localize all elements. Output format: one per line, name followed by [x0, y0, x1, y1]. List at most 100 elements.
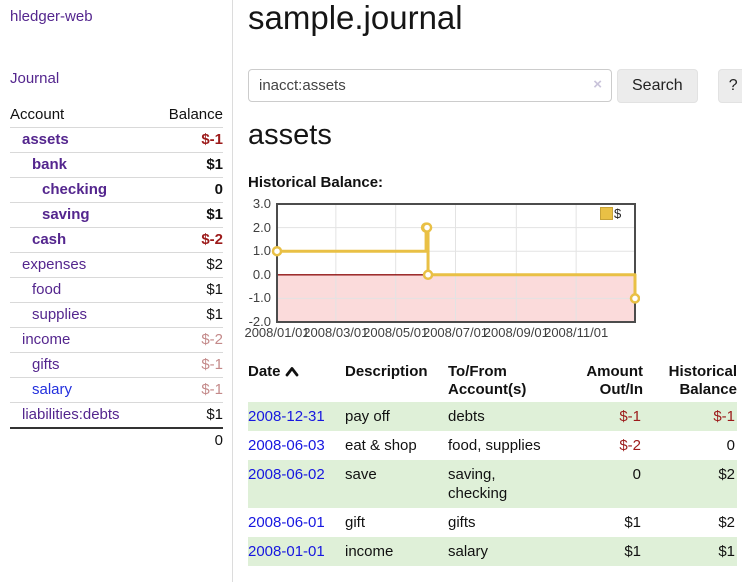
amount-cell: $1 — [624, 514, 641, 531]
chart-legend: $ — [600, 206, 622, 221]
accounts-header-line2: Account(s) — [448, 381, 527, 398]
register-header-description: Description — [345, 363, 428, 380]
transaction-date-link[interactable]: 2008-06-02 — [248, 466, 325, 483]
account-row: cash $-2 — [10, 227, 223, 253]
x-tick-label: 2008/05/01 — [363, 325, 429, 340]
account-row: food $1 — [10, 277, 223, 303]
transaction-date-link[interactable]: 2008-06-01 — [248, 514, 325, 531]
data-point-marker — [271, 245, 283, 257]
amount-cell: $-2 — [619, 437, 641, 454]
x-tick-label: 2008/01/01 — [244, 325, 310, 340]
account-link[interactable]: supplies — [32, 306, 88, 323]
accounts-cell: food, supplies — [448, 437, 541, 454]
account-link[interactable]: expenses — [22, 256, 87, 273]
account-balance: $-1 — [201, 356, 223, 373]
x-tick-label: 2008/03/01 — [303, 325, 369, 340]
account-name-cell: bank — [10, 153, 152, 178]
account-link[interactable]: food — [32, 281, 62, 298]
accounts-cell: salary — [448, 543, 489, 560]
transaction-date-link[interactable]: 2008-01-01 — [248, 543, 325, 560]
accounts-table-header: Account Balance — [10, 103, 223, 128]
account-name-cell: food — [10, 278, 152, 303]
x-tick-label: 2008/07/01 — [422, 325, 489, 340]
description-cell: save — [345, 466, 377, 483]
account-balance: $2 — [206, 256, 223, 273]
accounts-cell: gifts — [448, 514, 476, 531]
register-header-amount: Amount Out/In — [560, 363, 643, 402]
x-tick-label: 2008/11/01 — [544, 325, 609, 340]
account-balance: $1 — [206, 306, 223, 323]
transaction-date-link[interactable]: 2008-06-03 — [248, 437, 325, 454]
account-link[interactable]: saving — [42, 206, 90, 223]
register-header-row: Date Description To/From Account(s) Amou… — [248, 363, 737, 402]
register-table: Date Description To/From Account(s) Amou… — [248, 363, 737, 566]
description-cell: gift — [345, 514, 366, 531]
y-tick-label: 2.0 — [252, 219, 271, 235]
account-balance: $1 — [206, 281, 223, 298]
sidebar-item-journal[interactable]: Journal — [10, 70, 60, 87]
account-balance: $1 — [206, 156, 223, 173]
account-row: checking 0 — [10, 177, 223, 203]
amount-cell: $-1 — [619, 408, 641, 425]
app-brand-link[interactable]: hledger-web — [10, 8, 93, 25]
account-balance: $1 — [206, 206, 223, 223]
date-cell: 2008-12-31 — [248, 402, 345, 431]
account-name-cell: gifts — [10, 353, 152, 378]
register-header-balance: Historical Balance — [643, 363, 737, 402]
account-link[interactable]: checking — [42, 181, 108, 198]
table-row: 2008-06-02 save saving, checking 0 $2 — [248, 460, 737, 508]
account-row: assets $-1 — [10, 127, 223, 153]
accounts-table: Account Balance assets $-1 bank $1 checking 0… — [10, 103, 223, 453]
accounts-total-row: 0 — [10, 428, 223, 453]
account-balance: $-2 — [201, 231, 223, 248]
legend-label: $ — [614, 206, 622, 221]
transaction-date-link[interactable]: 2008-12-31 — [248, 408, 325, 425]
historical-balance-chart: 3.0 2.0 1.0 0.0 -1.0 -2.0 2008/01/01 2008/03/0… — [244, 196, 640, 344]
chart-title: Historical Balance: — [248, 174, 384, 191]
balance-cell: $1 — [718, 543, 735, 560]
chart-markers — [271, 222, 640, 304]
account-link[interactable]: income — [22, 331, 71, 348]
account-link[interactable]: liabilities:debts — [22, 406, 120, 423]
y-tick-label: -2.0 — [248, 314, 271, 329]
amount-header-line1: Amount — [586, 363, 643, 380]
account-name-cell: cash — [10, 228, 152, 253]
main-panel: sample.journal × Search ? assets Histori… — [244, 0, 742, 582]
register-header-date[interactable]: Date — [248, 363, 345, 402]
account-link[interactable]: cash — [32, 231, 67, 248]
table-row: 2008-12-31 pay off debts $-1 $-1 — [248, 402, 737, 431]
sidebar: hledger-web Journal Account Balance asse… — [0, 0, 233, 582]
account-link[interactable]: bank — [32, 156, 68, 173]
account-row: supplies $1 — [10, 302, 223, 328]
account-balance: $-2 — [201, 331, 223, 348]
balance-cell: 0 — [726, 437, 735, 454]
amount-cell: $1 — [624, 543, 641, 560]
sort-ascending-icon[interactable] — [285, 366, 299, 377]
account-name-cell: supplies — [10, 303, 152, 328]
x-tick-label: 2008/09/01 — [483, 325, 549, 340]
register-table-body: 2008-12-31 pay off debts $-1 $-1 2008-06-03 ea… — [248, 402, 737, 566]
page-title: sample.journal — [248, 0, 463, 36]
account-link[interactable]: gifts — [32, 356, 60, 373]
accounts-cell: debts — [448, 408, 485, 425]
account-link[interactable]: assets — [22, 131, 69, 148]
amount-header-line2: Out/In — [599, 381, 643, 398]
help-button[interactable]: ? — [717, 69, 742, 103]
search-button[interactable]: Search — [617, 69, 698, 103]
y-tick-label: 1.0 — [252, 243, 271, 259]
search-box: × — [248, 69, 612, 102]
account-row: saving $1 — [10, 202, 223, 228]
account-row: expenses $2 — [10, 252, 223, 278]
clear-search-icon[interactable]: × — [593, 76, 602, 93]
accounts-total-value: 0 — [214, 432, 223, 449]
balance-header-line2: Balance — [679, 381, 737, 398]
balance-cell: $2 — [718, 466, 735, 483]
search-input[interactable] — [248, 69, 612, 102]
account-link[interactable]: salary — [32, 381, 73, 398]
description-cell: income — [345, 543, 394, 560]
accounts-header-account: Account — [10, 106, 65, 123]
table-row: 2008-06-03 eat & shop food, supplies $-2 0 — [248, 431, 737, 460]
description-cell: pay off — [345, 408, 390, 425]
data-point-marker — [629, 293, 640, 304]
